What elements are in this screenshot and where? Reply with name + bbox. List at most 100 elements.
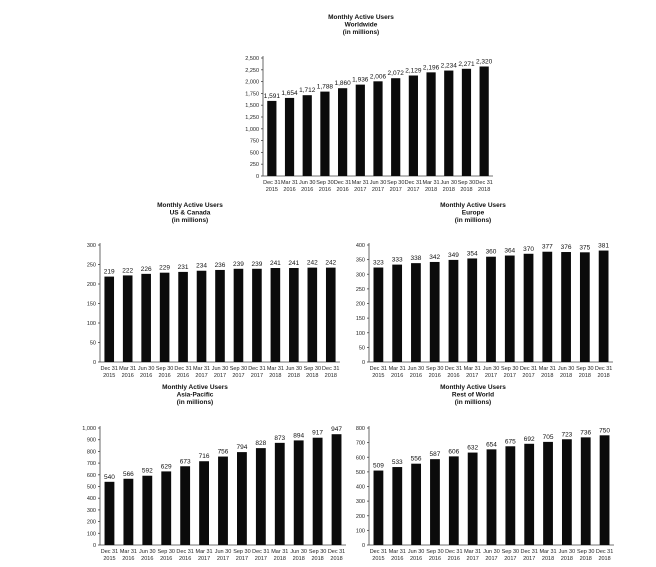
bar-value-label: 2,320 <box>476 58 493 65</box>
bar-value-label: 556 <box>411 456 422 463</box>
x-tick-label: Sep 30 <box>158 549 175 555</box>
x-tick-label: Mar 31 <box>389 366 406 372</box>
bar-value-label: 947 <box>331 426 342 433</box>
x-tick-label: 2016 <box>160 556 172 562</box>
y-tick-label: 400 <box>356 243 365 249</box>
x-tick-label: Jun 30 <box>215 549 232 555</box>
bar-value-label: 2,006 <box>370 73 387 80</box>
bar-value-label: 736 <box>580 429 591 436</box>
chart-title-line: Monthly Active Users <box>328 14 394 21</box>
x-tick-label: 2017 <box>372 187 384 193</box>
bar-value-label: 2,129 <box>405 68 422 75</box>
chart-title-line: US & Canada <box>170 210 211 217</box>
y-tick-label: 200 <box>87 520 96 526</box>
y-tick-label: 500 <box>250 150 259 156</box>
x-tick-label: 2017 <box>354 187 366 193</box>
x-tick-label: 2017 <box>522 373 534 379</box>
y-tick-label: 400 <box>87 496 96 502</box>
x-tick-label: 2016 <box>391 556 403 562</box>
x-tick-label: 2018 <box>460 187 472 193</box>
bar-value-label: 323 <box>373 260 384 267</box>
chart-title-line: (in millions) <box>172 217 208 224</box>
bar-value-label: 236 <box>215 262 226 269</box>
x-tick-label: Mar 31 <box>281 180 298 186</box>
chart-title-line: Asia-Pacific <box>177 392 214 399</box>
bar-value-label: 917 <box>312 430 323 437</box>
x-tick-label: 2017 <box>251 373 263 379</box>
x-tick-label: Mar 31 <box>352 180 369 186</box>
bar-value-label: 1,860 <box>334 80 351 87</box>
x-tick-label: 2015 <box>372 556 384 562</box>
x-tick-label: 2018 <box>597 373 609 379</box>
x-tick-label: Dec 31 <box>520 366 537 372</box>
bar-value-label: 2,196 <box>423 64 440 71</box>
bar <box>429 261 440 362</box>
bar-value-label: 226 <box>141 266 152 273</box>
bar <box>178 271 188 362</box>
x-tick-label: 2017 <box>217 556 229 562</box>
y-tick-label: 150 <box>87 302 96 308</box>
x-tick-label: Mar 31 <box>196 549 213 555</box>
bar-value-label: 566 <box>123 471 134 478</box>
bar-value-label: 2,234 <box>441 63 458 70</box>
x-tick-label: 2018 <box>478 187 490 193</box>
bar <box>237 452 247 545</box>
bar <box>448 259 459 362</box>
bar <box>430 459 440 545</box>
x-tick-label: Jun 30 <box>290 549 307 555</box>
y-tick-label: 300 <box>356 499 365 505</box>
y-tick-label: 300 <box>87 243 96 249</box>
x-tick-label: Mar 31 <box>539 366 556 372</box>
x-tick-label: 2018 <box>579 373 591 379</box>
bar-value-label: 828 <box>255 440 266 447</box>
x-tick-label: 2016 <box>447 373 459 379</box>
x-tick-label: Dec 31 <box>596 549 613 555</box>
y-tick-label: 400 <box>356 485 365 491</box>
x-tick-label: 2017 <box>390 187 402 193</box>
x-tick-label: Sep 30 <box>304 366 321 372</box>
bar <box>486 256 496 362</box>
x-tick-label: Sep 30 <box>230 366 247 372</box>
x-tick-label: Jun 30 <box>138 366 155 372</box>
x-tick-label: Jun 30 <box>483 549 500 555</box>
bar-value-label: 509 <box>373 463 384 470</box>
x-tick-label: 2016 <box>140 373 152 379</box>
x-tick-label: Jun 30 <box>286 366 303 372</box>
y-tick-label: 750 <box>250 139 259 145</box>
y-tick-label: 900 <box>87 438 96 444</box>
x-tick-label: Dec 31 <box>405 180 422 186</box>
bar <box>411 263 421 362</box>
bar <box>392 467 403 545</box>
x-tick-label: 2017 <box>198 556 210 562</box>
bar <box>599 435 610 545</box>
x-tick-label: 2016 <box>283 187 295 193</box>
bar-value-label: 673 <box>180 458 191 465</box>
x-tick-label: Mar 31 <box>193 366 210 372</box>
bar-value-label: 381 <box>598 243 609 250</box>
bar <box>561 439 572 545</box>
bar <box>579 252 590 362</box>
y-tick-label: 1,000 <box>245 127 259 133</box>
x-tick-label: 2016 <box>122 373 134 379</box>
bar-value-label: 750 <box>599 427 610 434</box>
x-tick-label: 2015 <box>372 373 384 379</box>
x-tick-label: 2018 <box>325 373 337 379</box>
x-tick-label: 2017 <box>232 373 244 379</box>
x-tick-label: 2017 <box>255 556 267 562</box>
bar-value-label: 242 <box>307 260 318 267</box>
x-tick-label: Sep 30 <box>426 366 443 372</box>
x-tick-label: Sep 30 <box>577 549 594 555</box>
bar-value-label: 2,271 <box>458 61 475 68</box>
chart-title-line: (in millions) <box>455 217 491 224</box>
y-tick-label: 200 <box>356 302 365 308</box>
x-tick-label: Dec 31 <box>176 549 193 555</box>
y-tick-label: 0 <box>93 543 96 549</box>
y-tick-label: 50 <box>359 345 365 351</box>
x-tick-label: 2018 <box>443 187 455 193</box>
bar <box>293 440 304 545</box>
y-tick-label: 700 <box>87 461 96 467</box>
x-tick-label: 2016 <box>336 187 348 193</box>
bar-value-label: 723 <box>561 431 572 438</box>
